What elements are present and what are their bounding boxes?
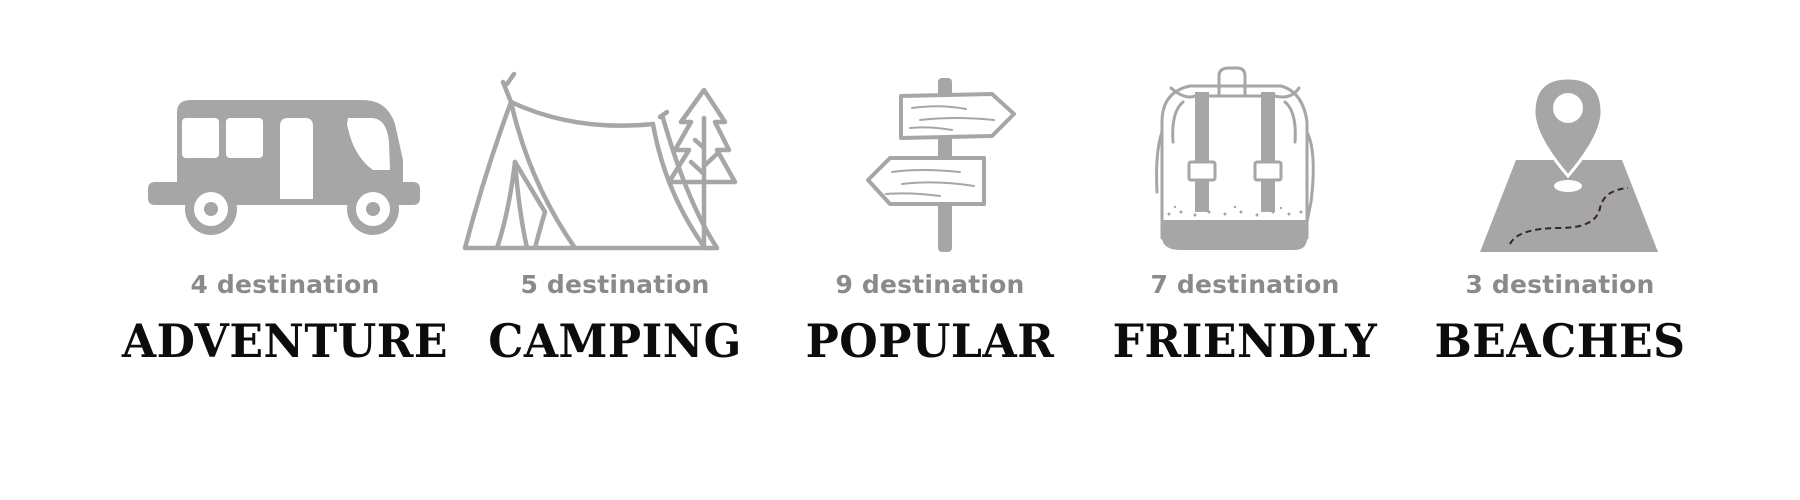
destination-count: 3 destination (1465, 270, 1655, 299)
category-camping[interactable]: 5 destination CAMPING (455, 62, 775, 392)
backpack-icon (1085, 62, 1405, 262)
category-popular[interactable]: 9 destination POPULAR (770, 62, 1090, 392)
category-title[interactable]: ADVENTURE (121, 314, 449, 368)
tent-tree-icon (455, 62, 775, 262)
map-pin-icon (1400, 62, 1720, 262)
camper-van-icon (125, 62, 445, 262)
category-title[interactable]: FRIENDLY (1112, 314, 1378, 368)
destination-count: 4 destination (190, 270, 380, 299)
destination-count: 5 destination (520, 270, 710, 299)
destination-count: 7 destination (1150, 270, 1340, 299)
category-title[interactable]: POPULAR (805, 314, 1055, 368)
category-adventure[interactable]: 4 destination ADVENTURE (122, 62, 448, 392)
category-title[interactable]: BEACHES (1434, 314, 1686, 368)
signpost-icon (770, 62, 1090, 262)
category-friendly[interactable]: 7 destination FRIENDLY (1085, 62, 1405, 392)
destination-count: 9 destination (835, 270, 1025, 299)
category-beaches[interactable]: 3 destination BEACHES (1400, 62, 1720, 392)
category-title[interactable]: CAMPING (488, 314, 742, 368)
